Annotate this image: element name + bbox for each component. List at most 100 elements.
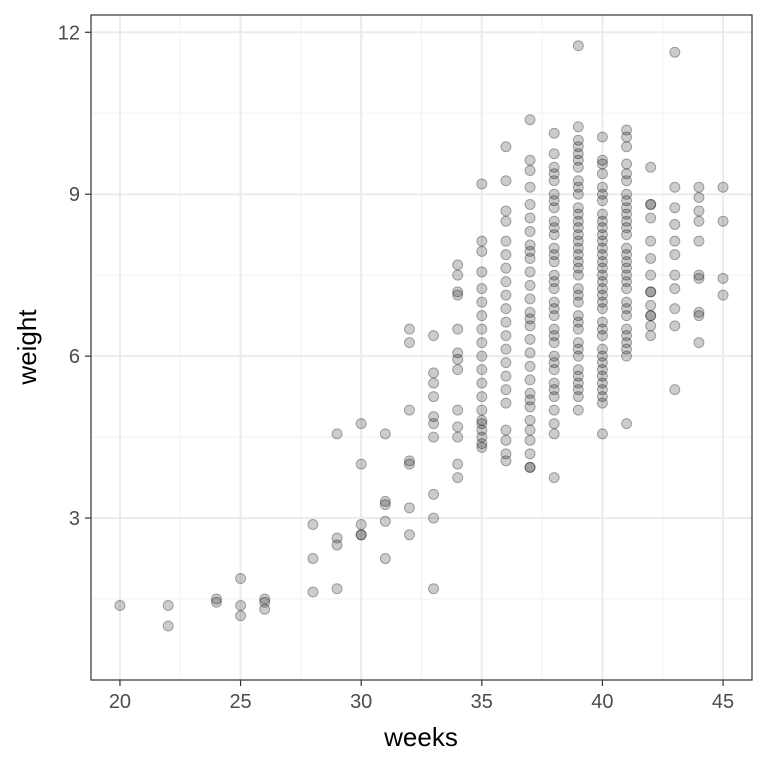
data-point	[596, 377, 608, 389]
data-point	[596, 168, 608, 180]
data-point	[572, 249, 584, 261]
data-point	[621, 283, 633, 295]
data-point	[524, 387, 536, 399]
data-point	[548, 296, 560, 308]
x-axis-title: weeks	[383, 722, 458, 752]
data-point	[693, 181, 705, 193]
data-point	[524, 424, 536, 436]
data-point	[693, 191, 705, 203]
data-point	[452, 421, 464, 433]
data-point	[572, 391, 584, 403]
data-point	[645, 330, 657, 342]
data-point	[621, 124, 633, 136]
data-point	[645, 235, 657, 247]
data-point	[693, 215, 705, 227]
data-point	[621, 168, 633, 180]
data-point	[476, 438, 488, 450]
data-point	[621, 343, 633, 355]
data-point	[572, 343, 584, 355]
data-point	[331, 532, 343, 544]
data-point	[572, 316, 584, 328]
data-point	[452, 259, 464, 271]
minor-gridlines	[91, 15, 752, 680]
data-point	[548, 472, 560, 484]
data-point	[403, 458, 415, 470]
data-point	[572, 310, 584, 322]
data-point	[452, 364, 464, 376]
data-point	[693, 310, 705, 322]
data-point	[621, 188, 633, 200]
data-point	[500, 205, 512, 217]
data-point	[669, 303, 681, 315]
data-point	[596, 256, 608, 268]
data-point	[548, 404, 560, 416]
data-point	[669, 384, 681, 396]
data-point	[548, 256, 560, 268]
data-point	[210, 593, 222, 605]
data-point	[500, 455, 512, 467]
data-point	[259, 596, 271, 608]
data-point	[379, 515, 391, 527]
data-point	[476, 235, 488, 247]
data-point	[621, 330, 633, 342]
data-point	[548, 330, 560, 342]
data-point	[572, 370, 584, 382]
data-point	[669, 283, 681, 295]
data-point	[259, 593, 271, 605]
data-point	[693, 205, 705, 217]
data-point	[572, 121, 584, 133]
data-point	[476, 323, 488, 335]
data-point	[693, 269, 705, 281]
data-point	[428, 411, 440, 423]
data-point	[596, 296, 608, 308]
data-point	[645, 320, 657, 332]
data-point	[379, 499, 391, 511]
data-point	[621, 208, 633, 220]
data-point	[452, 347, 464, 359]
data-point	[621, 269, 633, 281]
data-point	[596, 262, 608, 274]
data-point	[548, 161, 560, 173]
data-point	[476, 441, 488, 453]
data-point	[524, 306, 536, 318]
data-point	[548, 391, 560, 403]
data-point	[596, 343, 608, 355]
data-point	[621, 296, 633, 308]
data-point	[596, 428, 608, 440]
data-point	[428, 583, 440, 595]
plot-panel-border	[90, 14, 753, 681]
data-point	[645, 299, 657, 311]
data-point	[596, 131, 608, 143]
data-point	[500, 434, 512, 446]
data-point	[548, 303, 560, 315]
data-point	[621, 303, 633, 315]
data-point	[621, 202, 633, 214]
data-point	[621, 175, 633, 187]
data-point	[548, 377, 560, 389]
data-point	[596, 269, 608, 281]
data-point	[476, 178, 488, 190]
data-point	[645, 269, 657, 281]
data-point	[572, 134, 584, 146]
data-point	[621, 418, 633, 430]
data-point	[307, 586, 319, 598]
data-point	[500, 141, 512, 153]
data-point	[572, 222, 584, 234]
x-tick-label: 35	[471, 691, 493, 713]
data-point	[524, 414, 536, 426]
data-point	[669, 218, 681, 230]
data-point	[572, 188, 584, 200]
data-point	[548, 222, 560, 234]
data-point	[645, 212, 657, 224]
data-point	[210, 596, 222, 608]
data-point	[307, 519, 319, 531]
data-point	[500, 316, 512, 328]
data-point	[355, 529, 367, 541]
data-point	[548, 364, 560, 376]
data-point	[572, 161, 584, 173]
data-point	[114, 600, 126, 612]
data-point	[572, 269, 584, 281]
data-point	[524, 313, 536, 325]
data-point	[476, 266, 488, 278]
